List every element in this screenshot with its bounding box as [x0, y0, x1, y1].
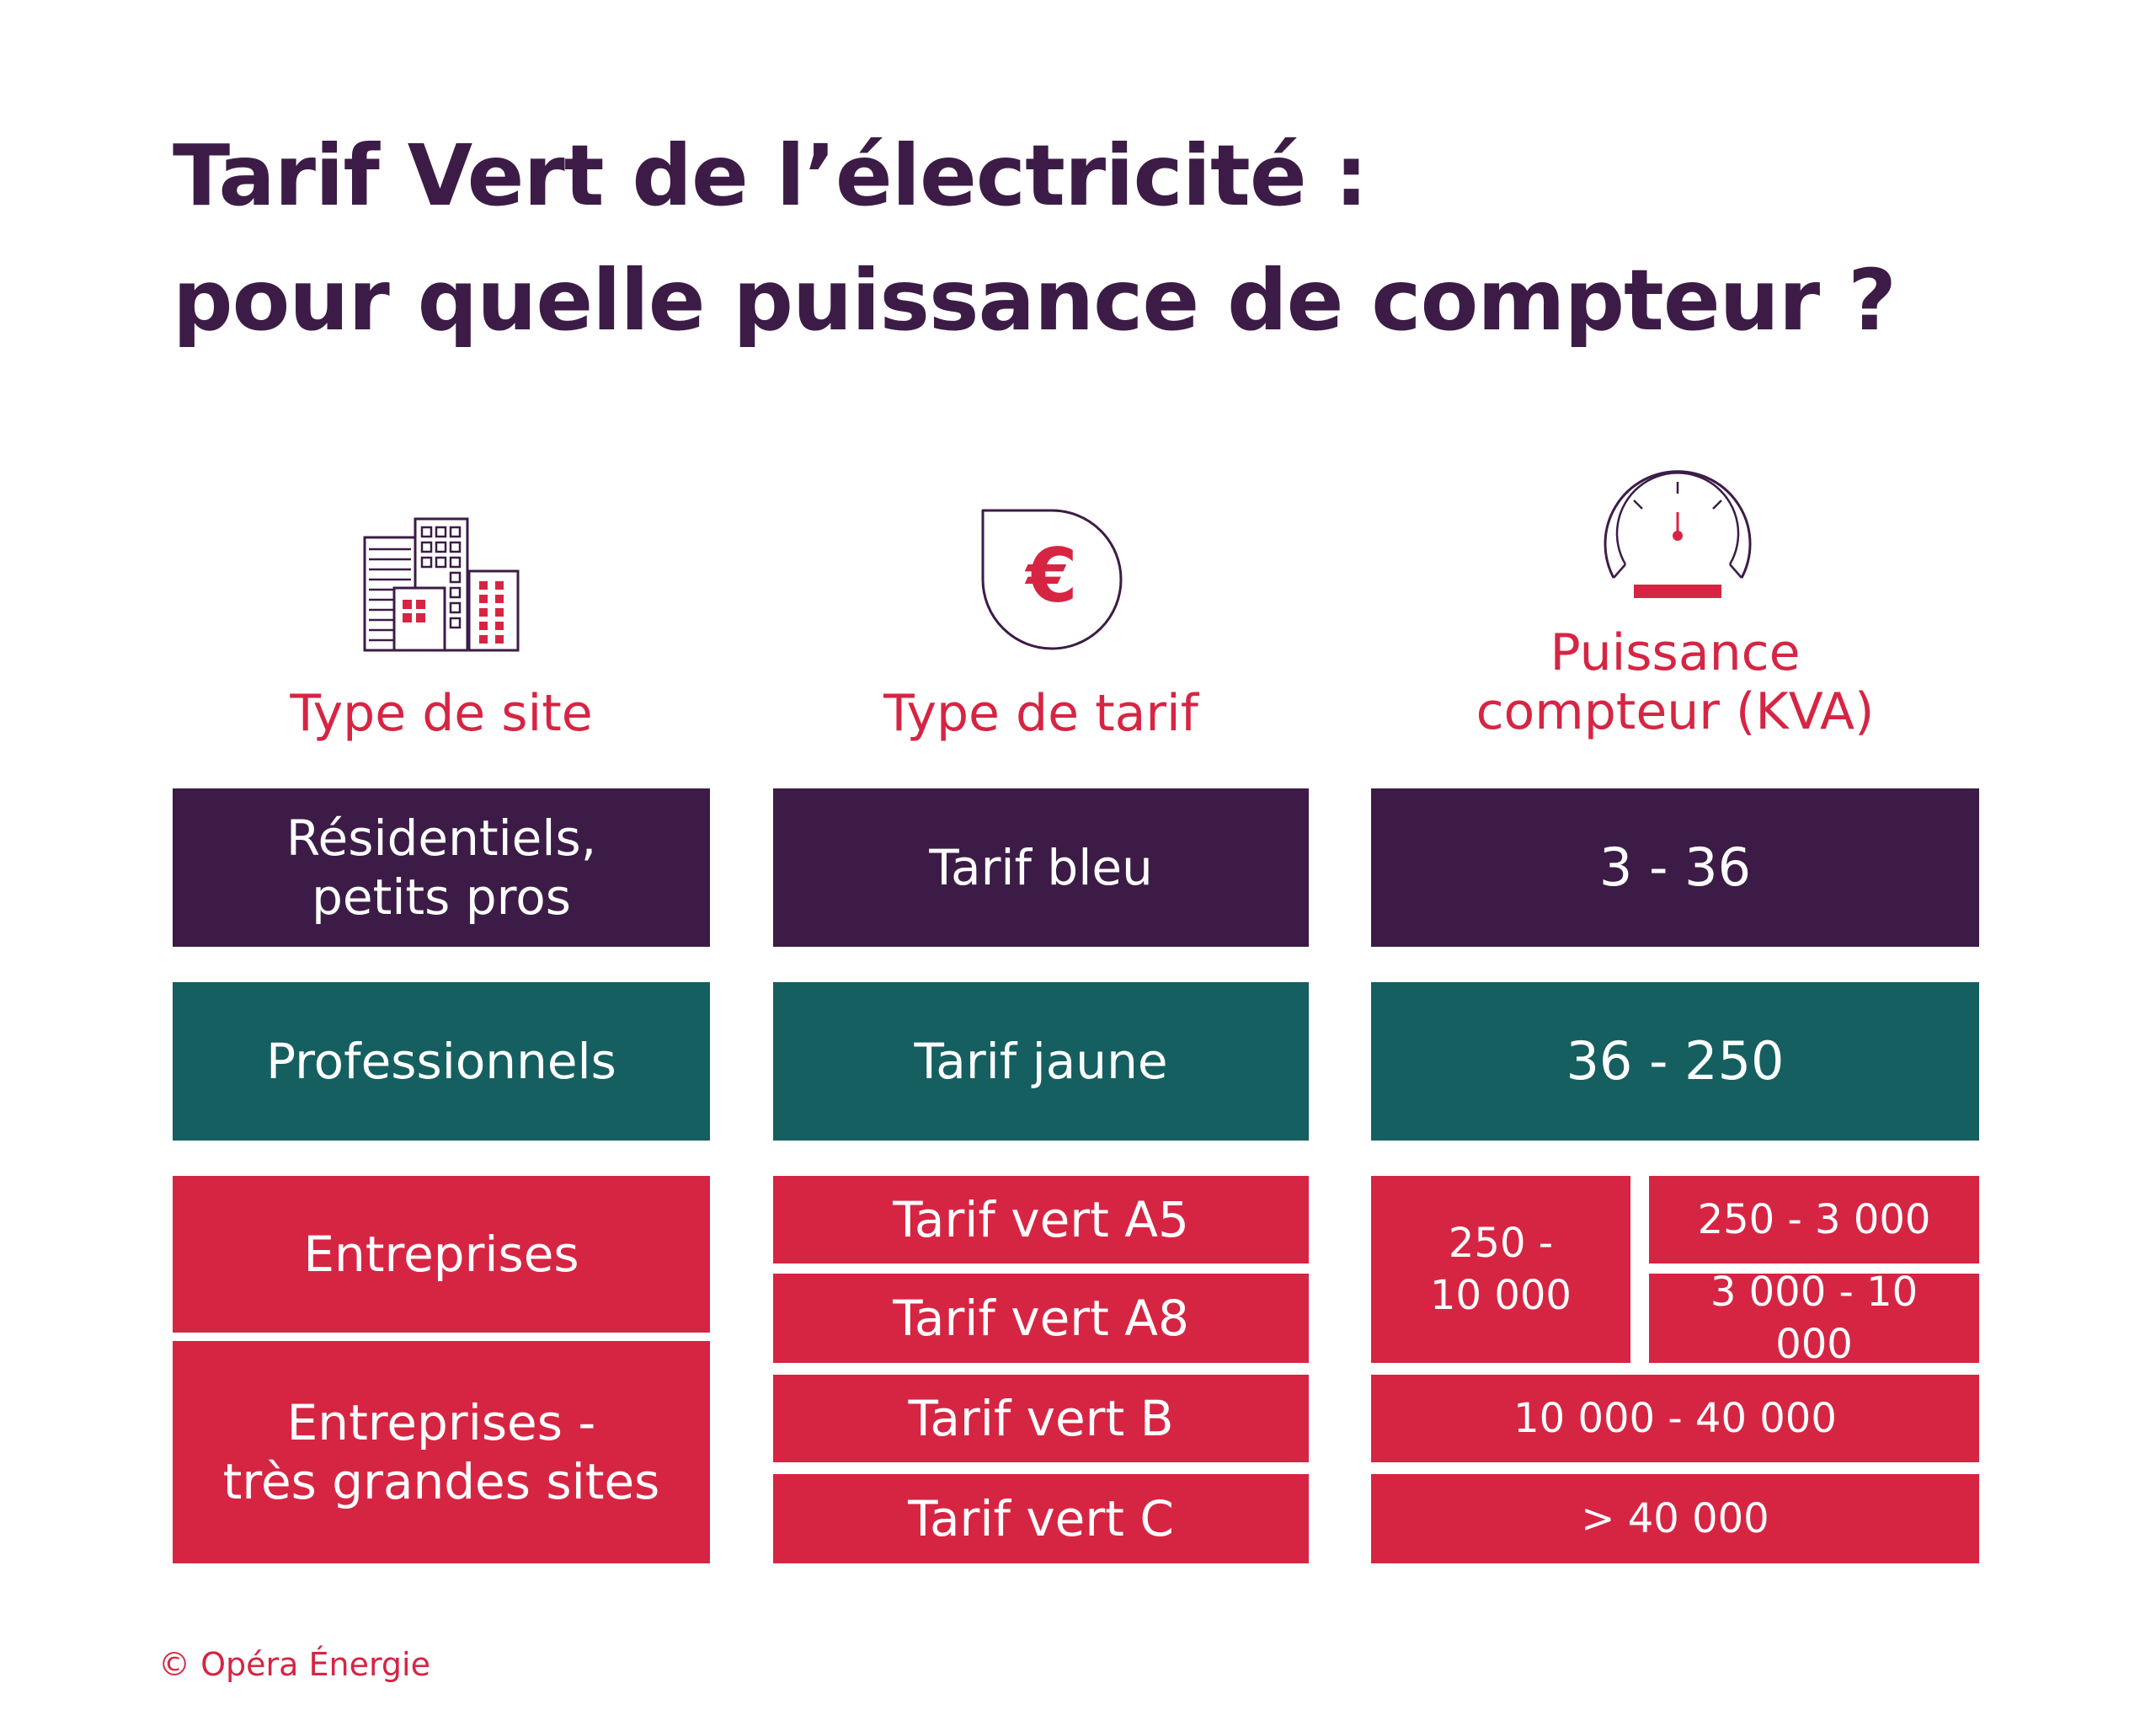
puissance-cell-vert-c: > 40 000 — [1371, 1474, 1979, 1563]
puissance-cell-vert-a5: 250 - 3 000 — [1649, 1176, 1979, 1264]
puissance-cell-jaune: 36 - 250 — [1371, 982, 1979, 1141]
puissance-cell-vert-b-text: 10 000 - 40 000 — [1513, 1395, 1837, 1442]
tarif-cell-vert-a5: Tarif vert A5 — [773, 1176, 1309, 1264]
puissance-cell-bleu: 3 - 36 — [1371, 788, 1979, 947]
puissance-cell-vert-a-group: 250 - 10 000 — [1371, 1176, 1630, 1363]
tarif-cell-vert-c: Tarif vert C — [773, 1474, 1309, 1563]
site-cell-tres-grandes-line-2: très grandes sites — [222, 1453, 660, 1510]
puissance-cell-vert-b: 10 000 - 40 000 — [1371, 1375, 1979, 1462]
page-title-line-2: pour quelle puissance de compteur ? — [173, 251, 1897, 350]
tarif-cell-vert-b-text: Tarif vert B — [908, 1390, 1174, 1447]
tarif-cell-vert-a5-text: Tarif vert A5 — [893, 1191, 1189, 1248]
column-label-tarif: Type de tarif — [773, 684, 1309, 743]
puissance-cell-vert-a5-text: 250 - 3 000 — [1697, 1196, 1931, 1243]
tarif-cell-bleu-text: Tarif bleu — [929, 839, 1153, 896]
tarif-cell-bleu: Tarif bleu — [773, 788, 1309, 947]
page-title-line-1: Tarif Vert de l’électricité : — [173, 126, 1368, 225]
site-cell-entreprises-text: Entreprises — [303, 1226, 579, 1283]
puissance-cell-vert-a-group-line-1: 250 - — [1448, 1220, 1554, 1267]
site-cell-professionnels-text: Professionnels — [266, 1033, 616, 1090]
page-title: Tarif Vert de l’électricité : pour quell… — [173, 114, 2068, 363]
meter-gauge-icon — [1600, 465, 1755, 601]
column-label-puissance-line-2: compteur (KVA) — [1476, 682, 1875, 741]
column-label-puissance: Puissance compteur (KVA) — [1371, 623, 1979, 741]
puissance-cell-vert-a-group-line-2: 10 000 — [1430, 1272, 1572, 1319]
column-label-tarif-text: Type de tarif — [883, 684, 1198, 743]
column-label-site-text: Type de site — [290, 684, 593, 743]
site-cell-entreprises: Entreprises — [173, 1176, 710, 1333]
tarif-cell-jaune-text: Tarif jaune — [914, 1033, 1168, 1090]
puissance-cell-bleu-text: 3 - 36 — [1598, 836, 1752, 898]
puissance-cell-vert-a8-text: 3 000 - 10 000 — [1710, 1269, 1919, 1368]
site-cell-professionnels: Professionnels — [173, 982, 710, 1141]
column-label-puissance-line-1: Puissance — [1550, 623, 1801, 682]
euro-drop-icon: € — [979, 507, 1124, 652]
tarif-cell-jaune: Tarif jaune — [773, 982, 1309, 1141]
site-cell-tres-grandes: Entreprises - très grandes sites — [173, 1341, 710, 1563]
puissance-cell-jaune-text: 36 - 250 — [1566, 1030, 1785, 1092]
copyright-footer: © Opéra Énergie — [158, 1646, 430, 1683]
tarif-cell-vert-c-text: Tarif vert C — [908, 1490, 1174, 1547]
puissance-cell-vert-a8: 3 000 - 10 000 — [1649, 1269, 1979, 1368]
buildings-icon — [362, 516, 522, 652]
tarif-cell-vert-a8-text: Tarif vert A8 — [893, 1290, 1189, 1347]
tarif-cell-vert-b: Tarif vert B — [773, 1375, 1309, 1462]
tarif-cell-vert-a8: Tarif vert A8 — [773, 1274, 1309, 1363]
column-label-site: Type de site — [173, 684, 710, 743]
site-cell-tres-grandes-line-1: Entreprises - — [286, 1394, 596, 1451]
site-cell-residentiels-line-2: petits pros — [312, 868, 571, 926]
puissance-cell-vert-c-text: > 40 000 — [1581, 1495, 1769, 1542]
svg-text:€: € — [1024, 532, 1077, 619]
site-cell-residentiels: Résidentiels, petits pros — [173, 788, 710, 947]
site-cell-residentiels-line-1: Résidentiels, — [286, 809, 597, 867]
